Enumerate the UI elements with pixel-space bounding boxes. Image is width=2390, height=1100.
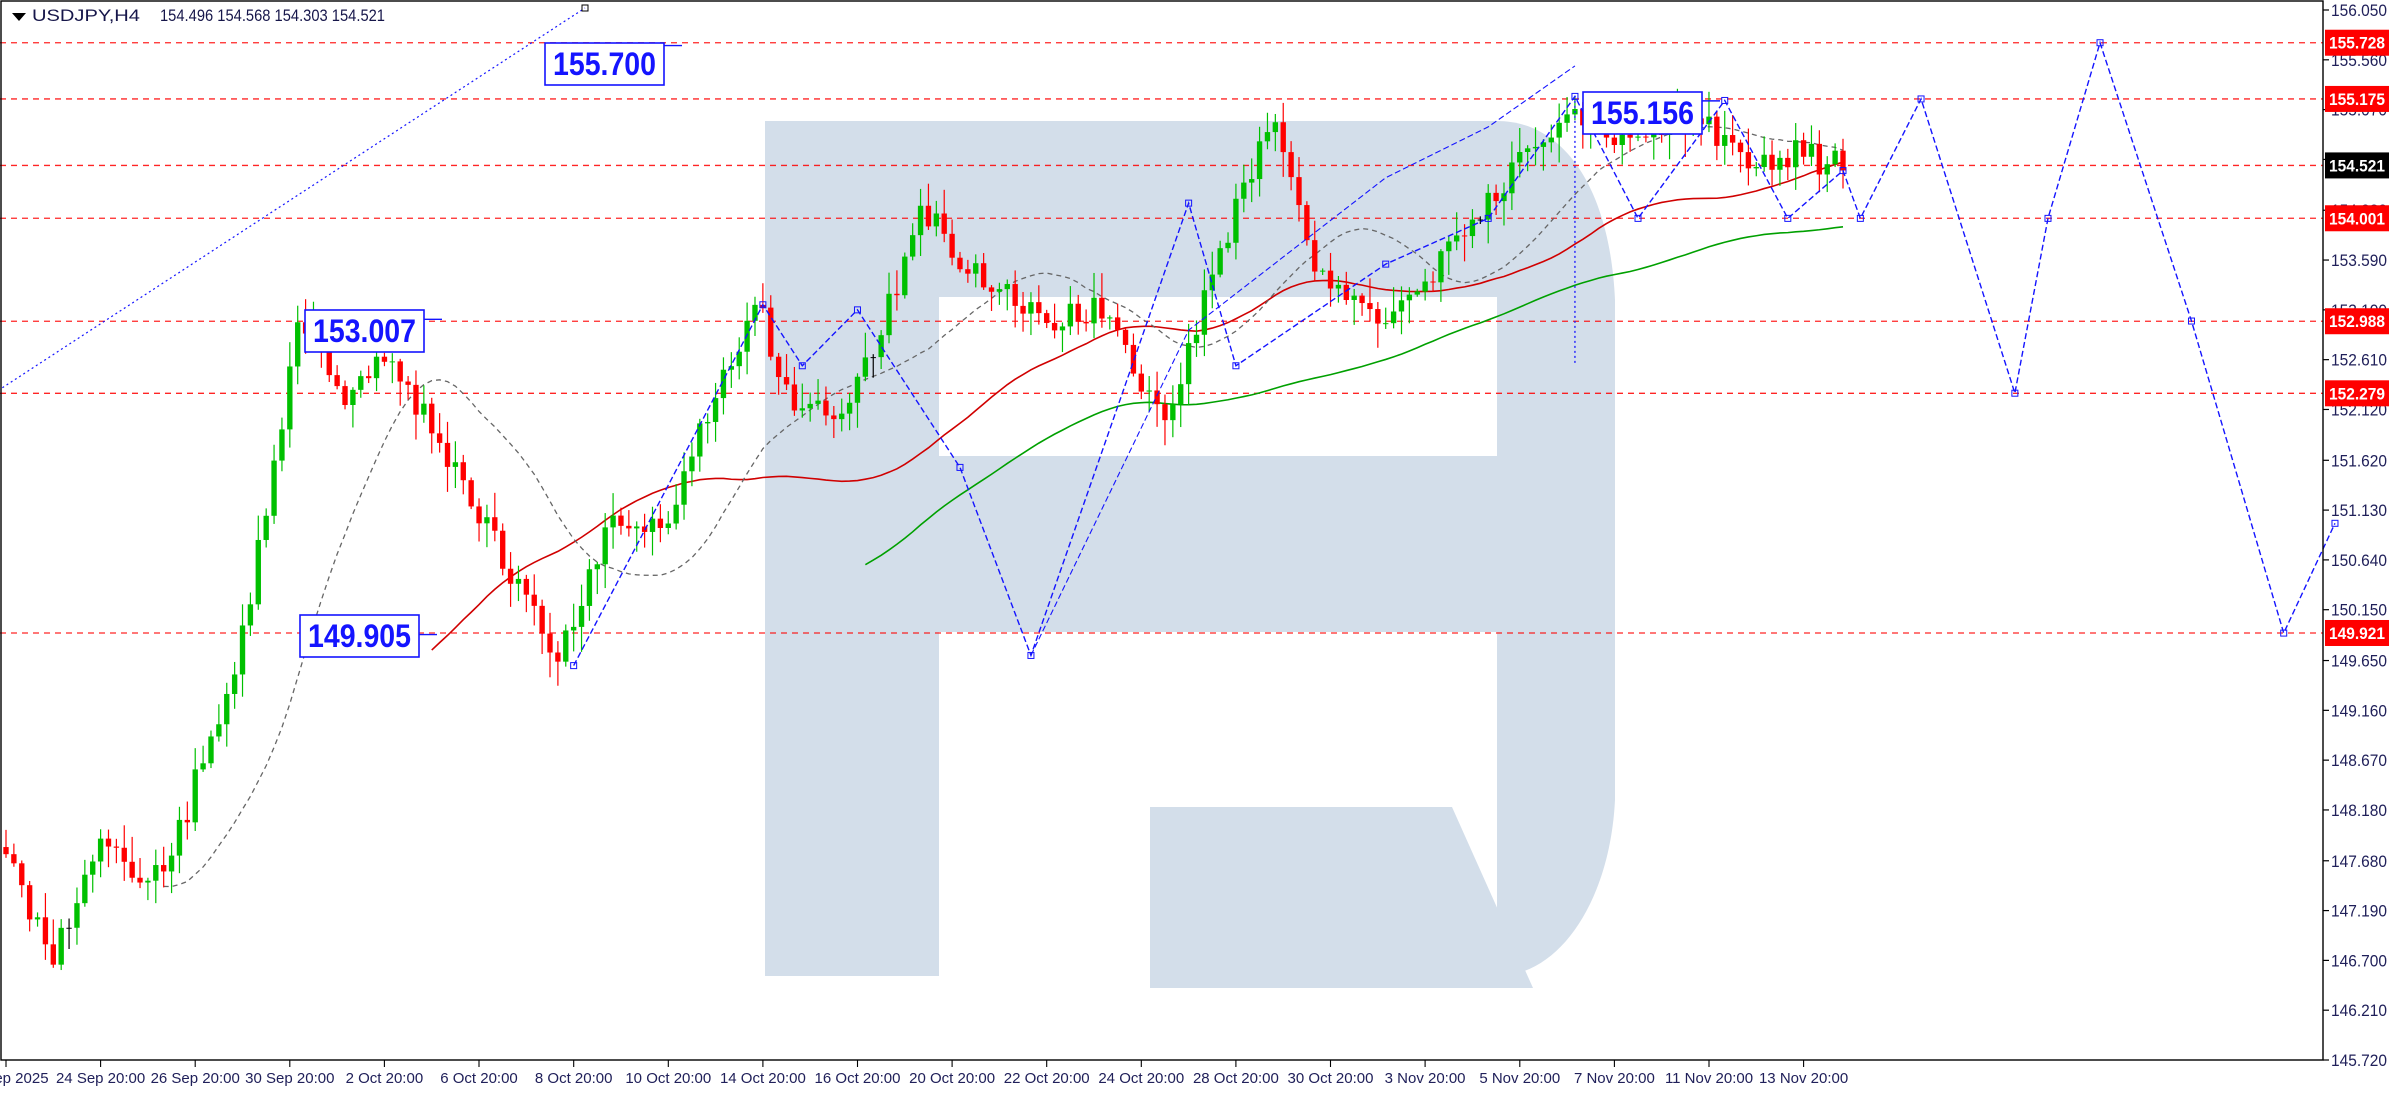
svg-text:147.190: 147.190: [2331, 902, 2387, 921]
svg-text:3 Nov 20:00: 3 Nov 20:00: [1385, 1070, 1466, 1087]
svg-text:149.650: 149.650: [2331, 652, 2387, 671]
svg-text:20 Oct 20:00: 20 Oct 20:00: [909, 1070, 995, 1087]
svg-text:6 Oct 20:00: 6 Oct 20:00: [440, 1070, 518, 1087]
svg-text:151.130: 151.130: [2331, 501, 2387, 520]
svg-text:152.988: 152.988: [2329, 312, 2385, 331]
svg-text:151.620: 151.620: [2331, 451, 2387, 470]
svg-text:16 Oct 20:00: 16 Oct 20:00: [815, 1070, 901, 1087]
svg-text:14 Oct 20:00: 14 Oct 20:00: [720, 1070, 806, 1087]
svg-text:148.180: 148.180: [2331, 801, 2387, 820]
svg-text:149.160: 149.160: [2331, 701, 2387, 720]
svg-text:148.670: 148.670: [2331, 751, 2387, 770]
svg-text:147.680: 147.680: [2331, 852, 2387, 871]
svg-text:146.700: 146.700: [2331, 951, 2387, 970]
svg-text:22 Sep 2025: 22 Sep 2025: [0, 1070, 49, 1087]
svg-text:154.521: 154.521: [2329, 156, 2385, 175]
svg-text:7 Nov 20:00: 7 Nov 20:00: [1574, 1070, 1655, 1087]
svg-text:10 Oct 20:00: 10 Oct 20:00: [625, 1070, 711, 1087]
svg-text:149.905: 149.905: [308, 618, 411, 654]
svg-text:149.921: 149.921: [2329, 624, 2385, 643]
svg-text:155.156: 155.156: [1591, 95, 1694, 131]
svg-text:5 Nov 20:00: 5 Nov 20:00: [1479, 1070, 1560, 1087]
svg-text:24 Oct 20:00: 24 Oct 20:00: [1098, 1070, 1184, 1087]
svg-text:USDJPY,H4: USDJPY,H4: [32, 6, 140, 25]
svg-text:152.279: 152.279: [2329, 384, 2385, 403]
svg-text:156.050: 156.050: [2331, 1, 2387, 20]
svg-text:26 Sep 20:00: 26 Sep 20:00: [151, 1070, 240, 1087]
svg-text:146.210: 146.210: [2331, 1001, 2387, 1020]
svg-text:155.700: 155.700: [553, 46, 656, 82]
svg-text:153.007: 153.007: [313, 313, 416, 349]
svg-text:154.001: 154.001: [2329, 209, 2385, 228]
svg-text:30 Oct 20:00: 30 Oct 20:00: [1288, 1070, 1374, 1087]
svg-text:22 Oct 20:00: 22 Oct 20:00: [1004, 1070, 1090, 1087]
svg-text:152.610: 152.610: [2331, 351, 2387, 370]
svg-text:150.640: 150.640: [2331, 551, 2387, 570]
svg-text:2 Oct 20:00: 2 Oct 20:00: [346, 1070, 424, 1087]
svg-text:28 Oct 20:00: 28 Oct 20:00: [1193, 1070, 1279, 1087]
svg-text:154.496 154.568 154.303 154.52: 154.496 154.568 154.303 154.521: [160, 6, 385, 25]
svg-text:8 Oct 20:00: 8 Oct 20:00: [535, 1070, 613, 1087]
svg-text:13 Nov 20:00: 13 Nov 20:00: [1759, 1070, 1848, 1087]
svg-text:155.175: 155.175: [2329, 90, 2385, 109]
svg-text:11 Nov 20:00: 11 Nov 20:00: [1665, 1070, 1753, 1087]
svg-text:153.590: 153.590: [2331, 251, 2387, 270]
svg-text:30 Sep 20:00: 30 Sep 20:00: [245, 1070, 334, 1087]
svg-text:24 Sep 20:00: 24 Sep 20:00: [56, 1070, 145, 1087]
svg-text:155.728: 155.728: [2329, 34, 2385, 53]
svg-text:150.150: 150.150: [2331, 601, 2387, 620]
svg-text:145.720: 145.720: [2331, 1051, 2387, 1070]
